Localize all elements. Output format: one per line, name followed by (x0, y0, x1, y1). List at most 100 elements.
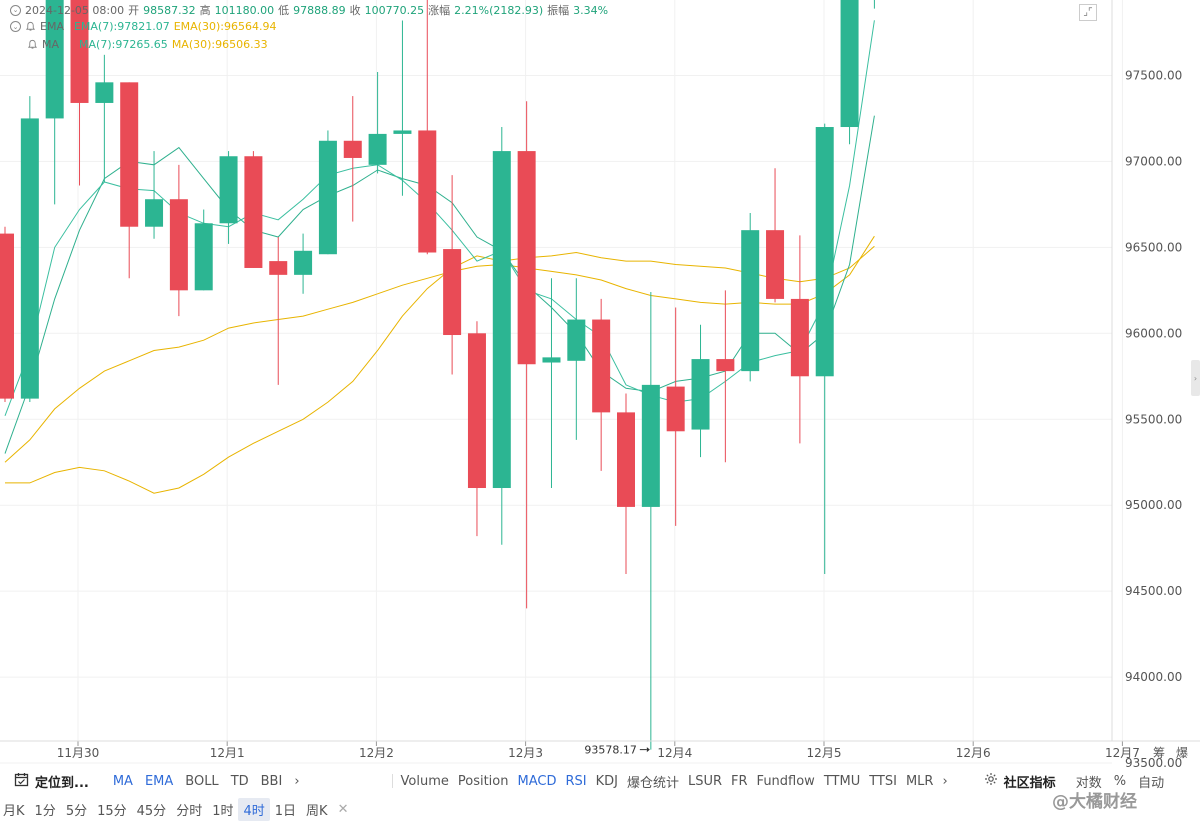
locate-button[interactable]: 定位到... (35, 775, 89, 791)
candle[interactable] (70, 0, 89, 186)
toolbar-lsur[interactable]: LSUR (687, 773, 723, 789)
candle[interactable] (368, 72, 387, 174)
log-scale-toggle[interactable]: 对数 (1075, 775, 1102, 791)
candle[interactable] (318, 130, 337, 255)
liquidation-toggle[interactable]: 爆 (1176, 746, 1188, 760)
toolbar-liquidation-stats[interactable]: 爆仓统计 (626, 775, 679, 791)
candle-body (95, 82, 114, 103)
toolbar-rsi[interactable]: RSI (565, 773, 587, 789)
main-indicators-more-chevron-icon[interactable]: › (294, 773, 300, 789)
community-indicators-button[interactable]: 社区指标 (1003, 775, 1056, 791)
percent-scale-toggle[interactable]: % (1113, 773, 1127, 789)
toolbar-fr[interactable]: FR (731, 773, 748, 789)
candle-body (145, 199, 164, 227)
toolbar-mlr[interactable]: MLR (905, 773, 934, 789)
candle[interactable] (219, 151, 238, 244)
ma-info-line: MA MA(7):97265.65 MA(30):96506.33 (27, 38, 268, 51)
period-1h[interactable]: 1时 (212, 803, 234, 819)
candle[interactable] (716, 290, 735, 463)
community-indicator-icon[interactable] (984, 772, 998, 790)
candle[interactable] (815, 123, 834, 574)
toolbar-ema[interactable]: EMA (144, 773, 174, 789)
toolbar-macd[interactable]: MACD (517, 773, 557, 789)
candle-body (343, 140, 362, 158)
y-tick-label: 95000.00 (1125, 498, 1182, 512)
candle[interactable] (840, 0, 859, 145)
annotations: 100770.25101180.0093578.17 (584, 744, 650, 757)
calendar-icon[interactable] (14, 772, 29, 791)
candle[interactable] (517, 101, 536, 609)
candle-body (294, 250, 313, 275)
candle[interactable] (45, 0, 64, 205)
candle[interactable] (865, 0, 883, 9)
period-monthly[interactable]: 月K (3, 803, 25, 819)
candle-body (443, 249, 462, 336)
candle[interactable] (766, 168, 785, 303)
candle[interactable] (0, 226, 14, 403)
period-weekly[interactable]: 周K (306, 803, 328, 819)
toolbar-bbi[interactable]: BBI (260, 773, 283, 789)
candle[interactable] (492, 127, 511, 545)
fullscreen-icon[interactable]: ⌟⌜ (1079, 4, 1097, 21)
toolbar-volume[interactable]: Volume (400, 773, 449, 789)
auto-scale-toggle[interactable]: 自动 (1138, 775, 1165, 791)
candle-body (716, 359, 735, 372)
period-4h[interactable]: 4时 (238, 797, 270, 821)
candle[interactable] (418, 0, 437, 255)
close-periods-icon[interactable]: ✕ (337, 801, 349, 817)
period-1d[interactable]: 1日 (274, 803, 297, 819)
candle[interactable] (641, 292, 660, 750)
candle[interactable] (294, 233, 313, 294)
toolbar-fundflow[interactable]: Fundflow (756, 773, 815, 789)
ma-indicator-name[interactable]: MA (42, 38, 60, 51)
candle[interactable] (790, 235, 809, 444)
bell-icon[interactable] (27, 39, 38, 50)
period-15m[interactable]: 15分 (97, 803, 127, 819)
sub-indicators-more-chevron-icon[interactable]: › (942, 773, 948, 789)
x-tick-label: 12月4 (657, 746, 692, 760)
candle[interactable] (269, 237, 288, 385)
candle[interactable] (542, 278, 561, 489)
candle[interactable] (169, 164, 188, 317)
candle[interactable] (145, 151, 164, 239)
candle[interactable] (467, 321, 486, 537)
low-price-annotation: 93578.17 (584, 744, 637, 757)
toolbar-ma[interactable]: MA (112, 773, 133, 789)
candle[interactable] (666, 307, 685, 526)
toolbar-ttsi[interactable]: TTSI (869, 773, 897, 789)
period-1m[interactable]: 1分 (34, 803, 56, 819)
candle[interactable] (443, 175, 462, 375)
expand-panel-handle-icon[interactable]: › (1191, 360, 1200, 396)
toolbar-kdj[interactable]: KDJ (595, 773, 618, 789)
candle[interactable] (95, 54, 114, 183)
collapse-chevron-icon[interactable]: ⌄ (10, 21, 21, 32)
grid-lines (0, 0, 1123, 764)
candle-body (169, 199, 188, 291)
candle[interactable] (244, 151, 263, 268)
period-timeline[interactable]: 分时 (176, 803, 203, 819)
chip-distribution-toggle[interactable]: 筹 (1153, 746, 1165, 760)
bell-icon[interactable] (25, 21, 36, 32)
candle[interactable] (120, 82, 139, 279)
collapse-chevron-icon[interactable]: ⌄ (10, 4, 21, 16)
y-tick-label: 96000.00 (1125, 326, 1182, 340)
candle[interactable] (592, 298, 611, 471)
candle[interactable] (741, 212, 760, 382)
toolbar-td[interactable]: TD (230, 773, 249, 789)
period-45m[interactable]: 45分 (136, 803, 167, 819)
ema-indicator-name[interactable]: EMA (40, 20, 64, 33)
toolbar-position[interactable]: Position (457, 773, 509, 789)
candle[interactable] (194, 209, 213, 291)
candle[interactable] (567, 278, 586, 440)
candle[interactable] (691, 324, 710, 458)
candle[interactable] (343, 96, 362, 222)
change-label: 涨幅 (428, 4, 451, 17)
candle[interactable] (393, 20, 412, 196)
period-5m[interactable]: 5分 (65, 803, 88, 819)
toolbar-boll[interactable]: BOLL (185, 773, 219, 789)
indicator-toolbar: 定位到... MA EMA BOLL TD BBI › Volume Posit… (0, 768, 1200, 794)
candle[interactable] (617, 393, 635, 574)
toolbar-ttmu[interactable]: TTMU (823, 773, 861, 789)
candle[interactable] (20, 96, 39, 403)
